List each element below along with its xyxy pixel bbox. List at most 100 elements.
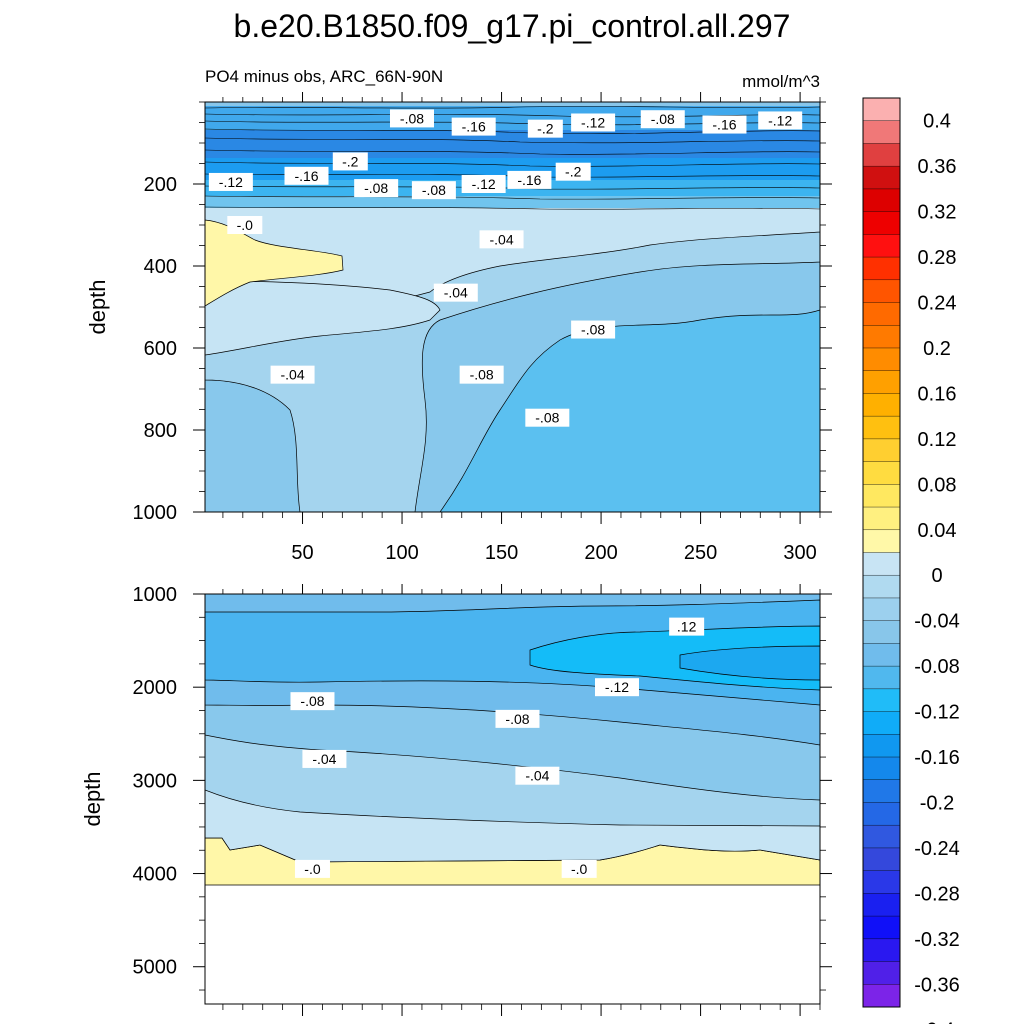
colorbar-swatch [863,870,900,894]
lower-axes: 1000 2000 3000 4000 5000 [133,584,832,1016]
upper-contour-label: -.2 [555,162,591,181]
colorbar-swatch [863,166,900,190]
lower-band-core-2 [679,645,820,681]
upper-contour-label-box [479,230,524,249]
colorbar-swatch [863,916,900,940]
upper-contour-label-box [507,170,552,189]
upper-ytick-label: 1000 [133,502,178,524]
colorbar-swatch [863,257,900,281]
subtitle-right: mmol/m^3 [742,72,820,91]
lower-bottom-empty [205,886,820,1004]
upper-contour-label-box [640,110,685,129]
upper-contour-label-box [389,109,434,128]
lower-contour-label: -.08 [495,709,540,728]
lower-contour-label-box [290,692,335,711]
upper-contour-label-text: -.04 [281,367,305,383]
upper-contour-label-text: -.2 [342,153,359,169]
upper-xtick-label: 200 [584,542,617,564]
upper-contour-label-box [555,162,591,181]
upper-surface-band-5 [205,196,820,208]
upper-contour-label: -.2 [332,152,368,171]
lower-ytick-label: 4000 [133,864,178,886]
upper-panel: depth 50 100 150 200 250 3002004006008001000 … [85,92,832,564]
upper-contour-label: -.08 [640,110,685,129]
lower-panel: depth 1000 2000 3000 4000 5000 .12 -.12 -.08 -.… [80,584,832,1016]
figure-title: b.e20.B1850.f09_g17.pi_control.all.297 [234,8,791,44]
upper-contour-label-text: -.16 [462,119,486,135]
lower-ytick-label: 3000 [133,770,178,792]
upper-contour-label-box [354,179,399,198]
colorbar-label: 0.16 [918,383,957,405]
colorbar-swatch [863,620,900,644]
upper-contour-label: -.12 [461,175,506,193]
colorbar-label: 0.08 [918,474,957,496]
colorbar-swatch [863,325,900,349]
lower-contour-label-box [594,678,639,697]
upper-contour-label: -.16 [507,170,552,189]
upper-contour-label-box [270,365,315,384]
upper-contour-label-text: -.12 [472,176,496,192]
lower-contour-label: .12 [669,617,705,636]
lower-contour-label: -.08 [290,692,335,711]
colorbar-swatch [863,188,900,212]
upper-contour-label-text: -.08 [400,110,424,126]
upper-contour-label: -.04 [433,283,478,302]
colorbar-swatch [863,484,900,508]
upper-contour-label-box [571,320,616,339]
lower-contour-label-text: -.0 [571,861,588,877]
upper-contour-label-box [702,115,747,134]
upper-contour-label-text: -.08 [422,182,446,198]
colorbar-label: 0.04 [918,520,957,542]
colorbar-swatch [863,279,900,303]
colorbar-label: -0.24 [914,838,960,860]
lower-contour-label: -.04 [302,749,347,768]
colorbar-label: 0.28 [918,247,957,269]
lower-contour-label-box [302,749,347,768]
lower-contour-label-box [495,709,540,728]
colorbar-swatch [863,416,900,440]
upper-axes: 50 100 150 200 250 300 200 400 600 800 1000 [133,92,832,564]
colorbar-swatch [863,984,900,1008]
colorbar: 0.4 0.36 0.32 0.28 0.24 0.2 0.16 0.12 0.08 0.04 0 -… [862,97,960,1024]
upper-contour-label-text: -.04 [489,231,513,247]
colorbar-swatch [863,302,900,326]
upper-xtick-label: 50 [291,542,313,564]
upper-contour-label-box [227,216,263,234]
colorbar-label: 0.4 [923,111,951,133]
upper-contour-label-box [459,365,504,384]
upper-contour-label: -.08 [459,365,504,384]
colorbar-swatch [863,757,900,781]
upper-contour-label-box [433,283,478,302]
upper-contour-label-box [451,117,496,136]
lower-contour-label-box [515,766,560,785]
upper-contour-label-text: -.16 [517,172,541,188]
colorbar-swatch [863,893,900,917]
colorbar-label: -0.36 [914,974,960,996]
upper-contour-label-box [284,166,329,185]
colorbar-swatch [863,734,900,758]
lower-contour-label: -.0 [294,859,330,878]
lower-contour-label-text: -.0 [304,861,321,877]
upper-contour-label-text: -.16 [294,168,318,184]
lower-contour-label-text: .12 [677,619,697,635]
upper-contour-label: -.16 [451,117,496,136]
upper-contour-label-box [525,408,570,427]
lower-frame [204,593,821,1005]
upper-contour-label: -.12 [571,113,616,132]
upper-contour-labels: -.08 -.16 -.2 -.12 -.08 -.16 -.12 -.2 -.2 -.12 -.1… [208,109,803,427]
colorbar-swatch [863,370,900,394]
colorbar-swatch [863,597,900,621]
upper-ylabel: depth [85,279,110,334]
subtitle-left: PO4 minus obs, ARC_66N-90N [205,67,443,86]
upper-contour-label: -.12 [208,172,253,191]
colorbar-label: -0.16 [914,747,960,769]
colorbar-label: 0.2 [923,338,951,360]
upper-contour-label-text: -.08 [364,180,388,196]
colorbar-swatch [863,847,900,871]
colorbar-swatch [863,347,900,371]
colorbar-swatch [863,143,900,167]
upper-xtick-label: 300 [783,542,816,564]
colorbar-swatch [863,575,900,599]
colorbar-label: -0.2 [920,792,954,814]
